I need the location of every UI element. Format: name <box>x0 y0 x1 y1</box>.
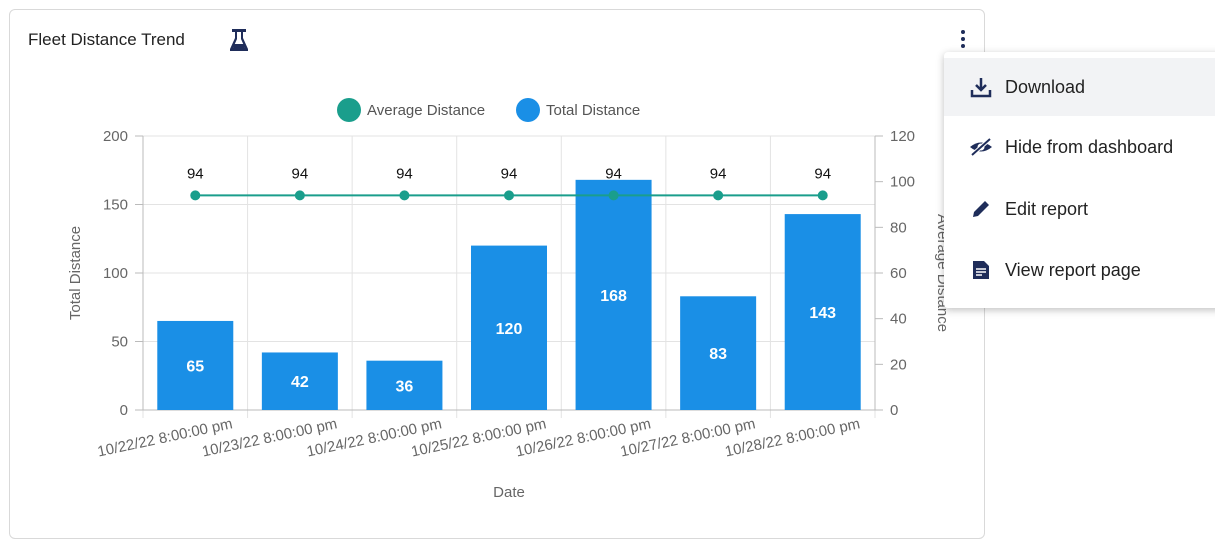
y-tick-label: 0 <box>120 402 128 419</box>
y2-tick-label: 60 <box>890 265 907 282</box>
more-options-button[interactable] <box>956 28 970 54</box>
menu-item-hide[interactable]: Hide from dashboard <box>944 118 1215 176</box>
y-tick-label: 200 <box>103 128 128 145</box>
y2-tick-label: 0 <box>890 402 898 419</box>
bar <box>157 320 234 410</box>
average-point <box>190 190 201 201</box>
menu-item-label: Download <box>1005 76 1086 97</box>
menu-item-edit[interactable]: Edit report <box>944 180 1215 238</box>
eye-off-icon <box>969 135 993 159</box>
bar-value-label: 168 <box>600 288 627 305</box>
y2-tick-label: 100 <box>890 174 915 191</box>
average-value-label: 94 <box>187 165 204 182</box>
bar-value-label: 42 <box>291 374 309 391</box>
average-value-label: 94 <box>501 165 518 182</box>
menu-item-label: Edit report <box>1005 198 1089 219</box>
average-value-label: 94 <box>292 165 309 182</box>
bar <box>575 179 652 410</box>
y2-tick-label: 40 <box>890 311 907 328</box>
bar-value-label: 120 <box>496 321 523 338</box>
legend-label: Average Distance <box>367 102 485 119</box>
average-point <box>399 190 410 201</box>
y2-tick-label: 20 <box>890 356 907 373</box>
menu-item-view[interactable]: View report page <box>944 241 1215 299</box>
options-menu: Download Hide from dashboard Edit report… <box>944 52 1215 308</box>
bar <box>261 352 338 410</box>
average-point <box>294 190 305 201</box>
bar <box>680 296 757 410</box>
pencil-icon <box>969 197 993 221</box>
x-axis-title: Date <box>493 484 525 501</box>
average-point <box>504 190 514 201</box>
menu-item-label: View report page <box>1005 259 1141 280</box>
y-tick-label: 100 <box>103 265 128 282</box>
menu-item-label: Hide from dashboard <box>1005 136 1174 157</box>
average-point <box>817 190 828 201</box>
average-value-label: 94 <box>605 165 622 182</box>
y-tick-label: 50 <box>111 334 128 351</box>
y-axis-title: Total Distance <box>67 226 84 320</box>
y2-tick-label: 80 <box>890 219 907 236</box>
download-icon <box>969 75 993 99</box>
average-value-label: 94 <box>396 165 413 182</box>
legend-swatch-average <box>337 98 361 122</box>
document-icon <box>969 258 993 282</box>
flask-icon <box>230 29 248 51</box>
average-value-label: 94 <box>710 165 727 182</box>
y-tick-label: 150 <box>103 197 128 214</box>
legend-label: Total Distance <box>546 102 640 119</box>
average-point <box>713 190 724 201</box>
average-value-label: 94 <box>814 165 831 182</box>
bar-value-label: 65 <box>186 358 204 375</box>
legend-swatch-total <box>516 98 540 122</box>
bar <box>784 214 861 410</box>
menu-item-download[interactable]: Download <box>944 58 1215 116</box>
report-title: Fleet Distance Trend <box>28 30 185 49</box>
bar <box>366 360 443 410</box>
bar-value-label: 83 <box>709 346 727 363</box>
bar <box>471 245 547 410</box>
average-point <box>608 190 619 201</box>
bar-value-label: 36 <box>396 378 414 395</box>
bar-value-label: 143 <box>809 305 836 322</box>
y2-tick-label: 120 <box>890 128 915 145</box>
